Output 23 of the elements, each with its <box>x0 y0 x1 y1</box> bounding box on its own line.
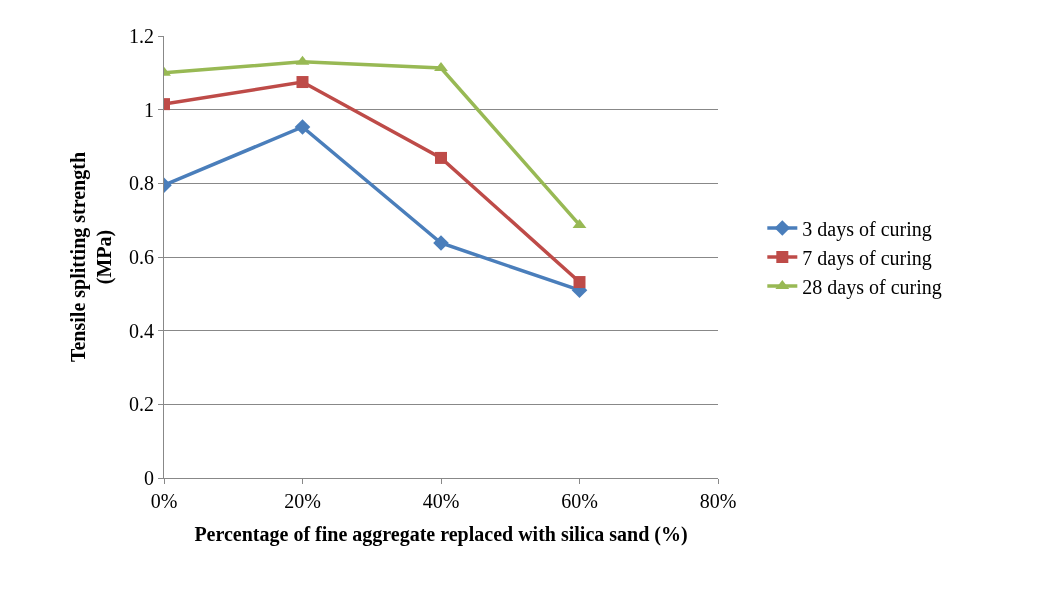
y-tick-label: 1.2 <box>129 25 154 47</box>
point <box>573 276 586 289</box>
point <box>433 235 449 251</box>
x-tick-label: 40% <box>422 490 460 512</box>
x-tick-label: 80% <box>699 490 737 512</box>
legend-label: 28 days of curing <box>802 275 942 299</box>
x-axis-title: Percentage of fine aggregate replaced with silica sand (%) <box>194 522 688 546</box>
point <box>294 119 311 135</box>
x-tick-label: 0% <box>150 490 178 512</box>
y-tick-label: 0.2 <box>129 393 154 416</box>
y-tick-label: 1 <box>144 98 154 121</box>
y-tick-label: 0.8 <box>129 172 154 195</box>
y-axis-title: Tensile splitting strength (MPa) <box>66 151 116 363</box>
legend-label: 7 days of curing <box>802 246 932 270</box>
legend-label: 3 days of curing <box>802 217 932 241</box>
x-tick-label: 20% <box>284 490 321 512</box>
y-tick-label: 0 <box>144 467 154 489</box>
y-tick-label: 0.6 <box>129 246 154 268</box>
point <box>434 62 448 72</box>
x-tick-label: 60% <box>561 490 598 512</box>
point <box>435 151 447 164</box>
y-tick-label: 0.4 <box>129 319 154 342</box>
point <box>296 76 309 89</box>
